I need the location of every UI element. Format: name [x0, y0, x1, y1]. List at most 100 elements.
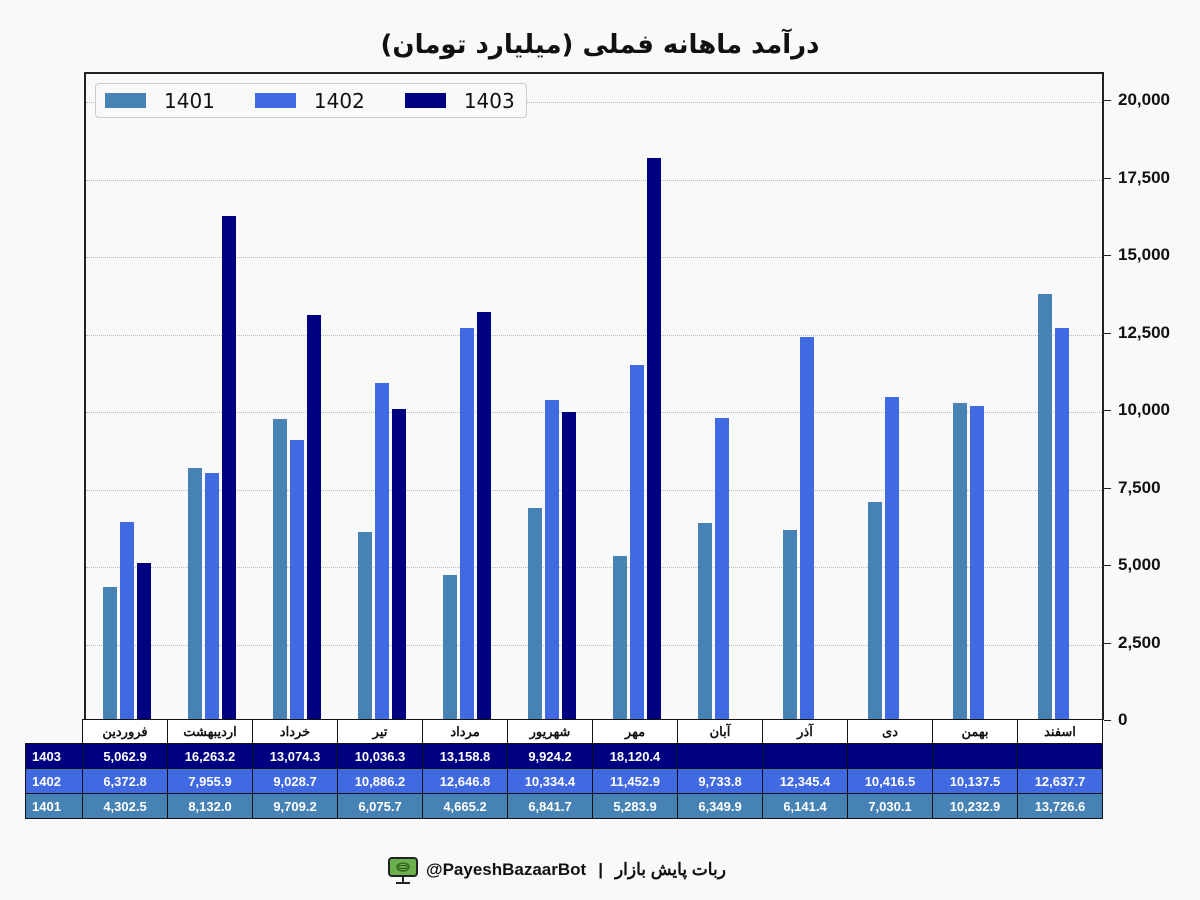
- table-cell: 13,158.8: [422, 743, 508, 769]
- gridline: [86, 412, 1102, 413]
- bar-1401: [612, 556, 627, 720]
- y-tick-label: 7,500: [1118, 477, 1161, 497]
- bar-1401: [1037, 294, 1052, 720]
- legend-item-1403: 1403: [404, 88, 515, 113]
- y-tick: [1104, 642, 1111, 644]
- table-cell: 6,372.8: [82, 768, 168, 794]
- bar-1402: [799, 337, 814, 720]
- legend: 1401 1402 1403: [95, 83, 527, 118]
- gridline: [86, 489, 1102, 491]
- y-tick-label: 15,000: [1118, 245, 1170, 264]
- row-label: 1401: [25, 793, 83, 819]
- table-cell: 12,345.4: [762, 768, 848, 794]
- month-header: اردیبهشت: [167, 719, 253, 744]
- y-tick: [1104, 720, 1111, 721]
- table-cell: 7,030.1: [847, 793, 933, 819]
- y-tick: [1104, 255, 1111, 256]
- table-cell: 10,334.4: [507, 768, 593, 794]
- month-header: آذر: [762, 719, 848, 744]
- table-cell: 5,283.9: [592, 793, 678, 819]
- y-tick-label: 10,000: [1118, 400, 1170, 419]
- y-tick-label: 17,500: [1118, 167, 1170, 187]
- legend-swatch: [254, 93, 296, 108]
- table-cell: [1017, 743, 1103, 769]
- table-cell: 6,141.4: [762, 793, 848, 819]
- table-cell: 9,028.7: [252, 768, 338, 794]
- table-cell: 9,733.8: [677, 768, 763, 794]
- chart-title: درآمد ماهانه فملی (میلیارد تومان): [380, 30, 820, 60]
- table-cell: 16,263.2: [167, 743, 253, 769]
- bar-1401: [952, 402, 967, 720]
- legend-label: 1401: [164, 88, 215, 113]
- bar-1402: [119, 522, 134, 720]
- table-cell: 8,132.0: [167, 793, 253, 819]
- gridline: [86, 257, 1102, 258]
- bar-1403: [646, 158, 661, 720]
- legend-label: 1403: [463, 88, 515, 113]
- legend-swatch: [404, 93, 446, 108]
- month-header: آبان: [677, 719, 763, 744]
- table-cell: 10,886.2: [337, 768, 423, 794]
- y-tick-label: 20,000: [1118, 90, 1170, 109]
- bar-1401: [102, 586, 117, 720]
- table-row: 1403 5,062.9 16,263.2 13,074.3 10,036.3 13,15…: [25, 743, 1103, 769]
- bar-1401: [442, 575, 457, 720]
- bar-1401: [272, 419, 287, 720]
- bar-1402: [1054, 328, 1069, 720]
- monitor-icon: [388, 857, 418, 884]
- bar-1401: [782, 529, 797, 720]
- table-row: 1402 6,372.8 7,955.9 9,028.7 10,886.2 12,646.…: [25, 768, 1103, 794]
- data-table: فروردین اردیبهشت خرداد تیر مرداد شهریور مهر آبا…: [25, 719, 1103, 819]
- bar-1403: [136, 563, 151, 720]
- month-header: فروردین: [82, 719, 168, 744]
- y-tick: [1104, 100, 1111, 101]
- bar-1402: [544, 399, 559, 720]
- footer-separator: |: [598, 860, 603, 879]
- footer: @PayeshBazaarBot | ربات پایش بازار: [388, 857, 726, 884]
- month-header: خرداد: [252, 719, 338, 744]
- bar-1402: [969, 405, 984, 720]
- table-cell: 12,637.7: [1017, 768, 1103, 794]
- bot-handle[interactable]: @PayeshBazaarBot: [426, 860, 587, 879]
- table-cell: 10,036.3: [337, 743, 423, 769]
- table-corner: [26, 720, 83, 744]
- legend-item-1402: 1402: [254, 89, 365, 113]
- y-tick-label: 5,000: [1118, 555, 1161, 574]
- legend-item-1401: 1401: [105, 89, 215, 113]
- table-header-row: فروردین اردیبهشت خرداد تیر مرداد شهریور مهر آبا…: [26, 719, 1103, 744]
- y-tick-label: 0: [1118, 710, 1128, 729]
- table-cell: 7,955.9: [167, 768, 253, 794]
- month-header: مهر: [592, 719, 678, 744]
- bar-1403: [561, 412, 576, 720]
- bot-name: ربات پایش بازار: [614, 860, 726, 879]
- table-cell: 10,137.5: [932, 768, 1018, 794]
- table-cell: 12,646.8: [422, 768, 508, 794]
- bar-1403: [391, 408, 406, 720]
- legend-swatch: [105, 93, 146, 108]
- bar-1401: [357, 531, 372, 720]
- bar-1402: [714, 418, 729, 720]
- bar-1402: [629, 364, 644, 720]
- table-cell: 10,232.9: [932, 793, 1018, 819]
- table-cell: 5,062.9: [82, 743, 168, 769]
- y-tick: [1104, 565, 1111, 566]
- table-cell: 9,709.2: [252, 793, 338, 819]
- month-header: بهمن: [932, 719, 1018, 744]
- table-cell: 11,452.9: [592, 768, 678, 794]
- table-cell: 6,841.7: [507, 793, 593, 819]
- gridline: [86, 644, 1102, 646]
- bar-1401: [867, 502, 882, 720]
- bar-1403: [306, 314, 321, 720]
- y-tick: [1104, 177, 1111, 179]
- table-cell: 13,726.6: [1017, 793, 1103, 819]
- table-cell: 6,075.7: [337, 793, 423, 819]
- y-tick: [1104, 410, 1111, 411]
- gridline: [86, 102, 1102, 103]
- gridline: [86, 334, 1102, 336]
- row-label: 1402: [25, 768, 83, 794]
- gridline: [86, 179, 1102, 181]
- month-header: شهریور: [507, 719, 593, 744]
- y-tick-label: 12,500: [1118, 322, 1170, 342]
- month-header: اسفند: [1017, 719, 1103, 744]
- table-cell: [762, 743, 848, 769]
